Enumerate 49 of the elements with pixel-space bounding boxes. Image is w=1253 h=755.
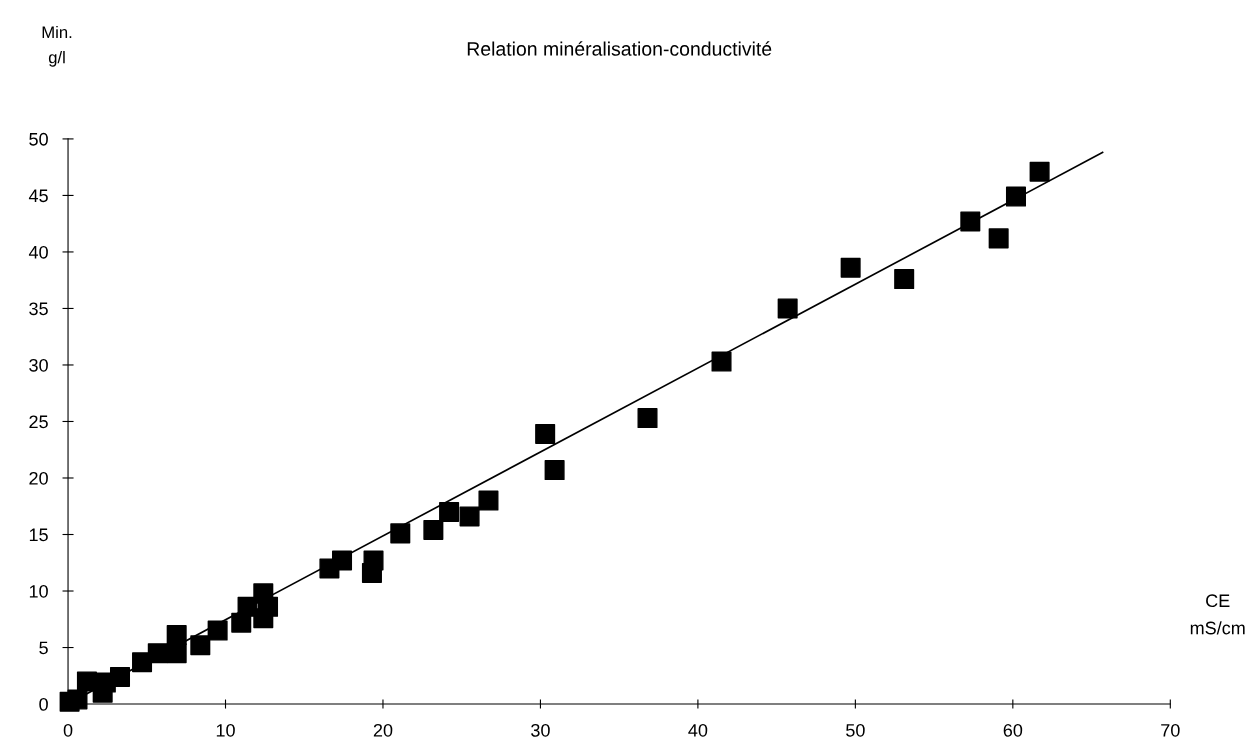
point (332, 550, 353, 571)
point (459, 506, 480, 527)
x-tick-label: 70 (1161, 723, 1180, 737)
point (190, 635, 211, 656)
chart-title: Relation minéralisation-conductivité (467, 41, 772, 56)
point (67, 689, 88, 710)
y-tick-label: 25 (29, 415, 48, 429)
point (166, 643, 187, 664)
point (711, 351, 732, 372)
x-tick-label: 10 (216, 723, 235, 737)
point (777, 298, 798, 319)
point (894, 269, 915, 290)
point (960, 211, 981, 232)
point (840, 257, 861, 278)
point (478, 490, 499, 511)
x-tick-label: 40 (688, 723, 708, 737)
point (390, 523, 411, 544)
y-tick-label: 30 (29, 358, 48, 372)
point (207, 620, 228, 641)
y-tick-label: 10 (29, 584, 48, 598)
point (147, 643, 168, 664)
point (76, 671, 97, 692)
point (363, 550, 384, 571)
point (637, 408, 658, 429)
y-tick-label: 40 (28, 245, 48, 259)
x-tick-label: 60 (1003, 723, 1023, 737)
y-tick-label: 20 (29, 471, 48, 485)
point (1005, 186, 1026, 207)
y-tick-label: 0 (39, 697, 48, 711)
point (439, 501, 460, 522)
x-tick-label: 30 (531, 723, 550, 737)
point (544, 460, 565, 481)
point (988, 228, 1009, 249)
x-tick-label: 50 (846, 723, 865, 737)
point (423, 519, 444, 540)
point (535, 423, 556, 444)
point (253, 583, 274, 604)
point (166, 625, 187, 646)
y-tick-label: 35 (29, 302, 48, 316)
y-tick-label: 5 (39, 641, 48, 655)
y-tick-label: 45 (28, 189, 48, 203)
x-tick-label: 0 (63, 723, 73, 737)
x-tick-label: 20 (373, 723, 393, 737)
point (1029, 161, 1050, 182)
x-axis-title: CE mS/cm (1190, 594, 1245, 635)
y-tick-label: 50 (29, 132, 48, 146)
point (109, 666, 131, 687)
y-tick-label: 15 (29, 528, 48, 542)
y-axis-title: Min. g/l (42, 25, 72, 67)
